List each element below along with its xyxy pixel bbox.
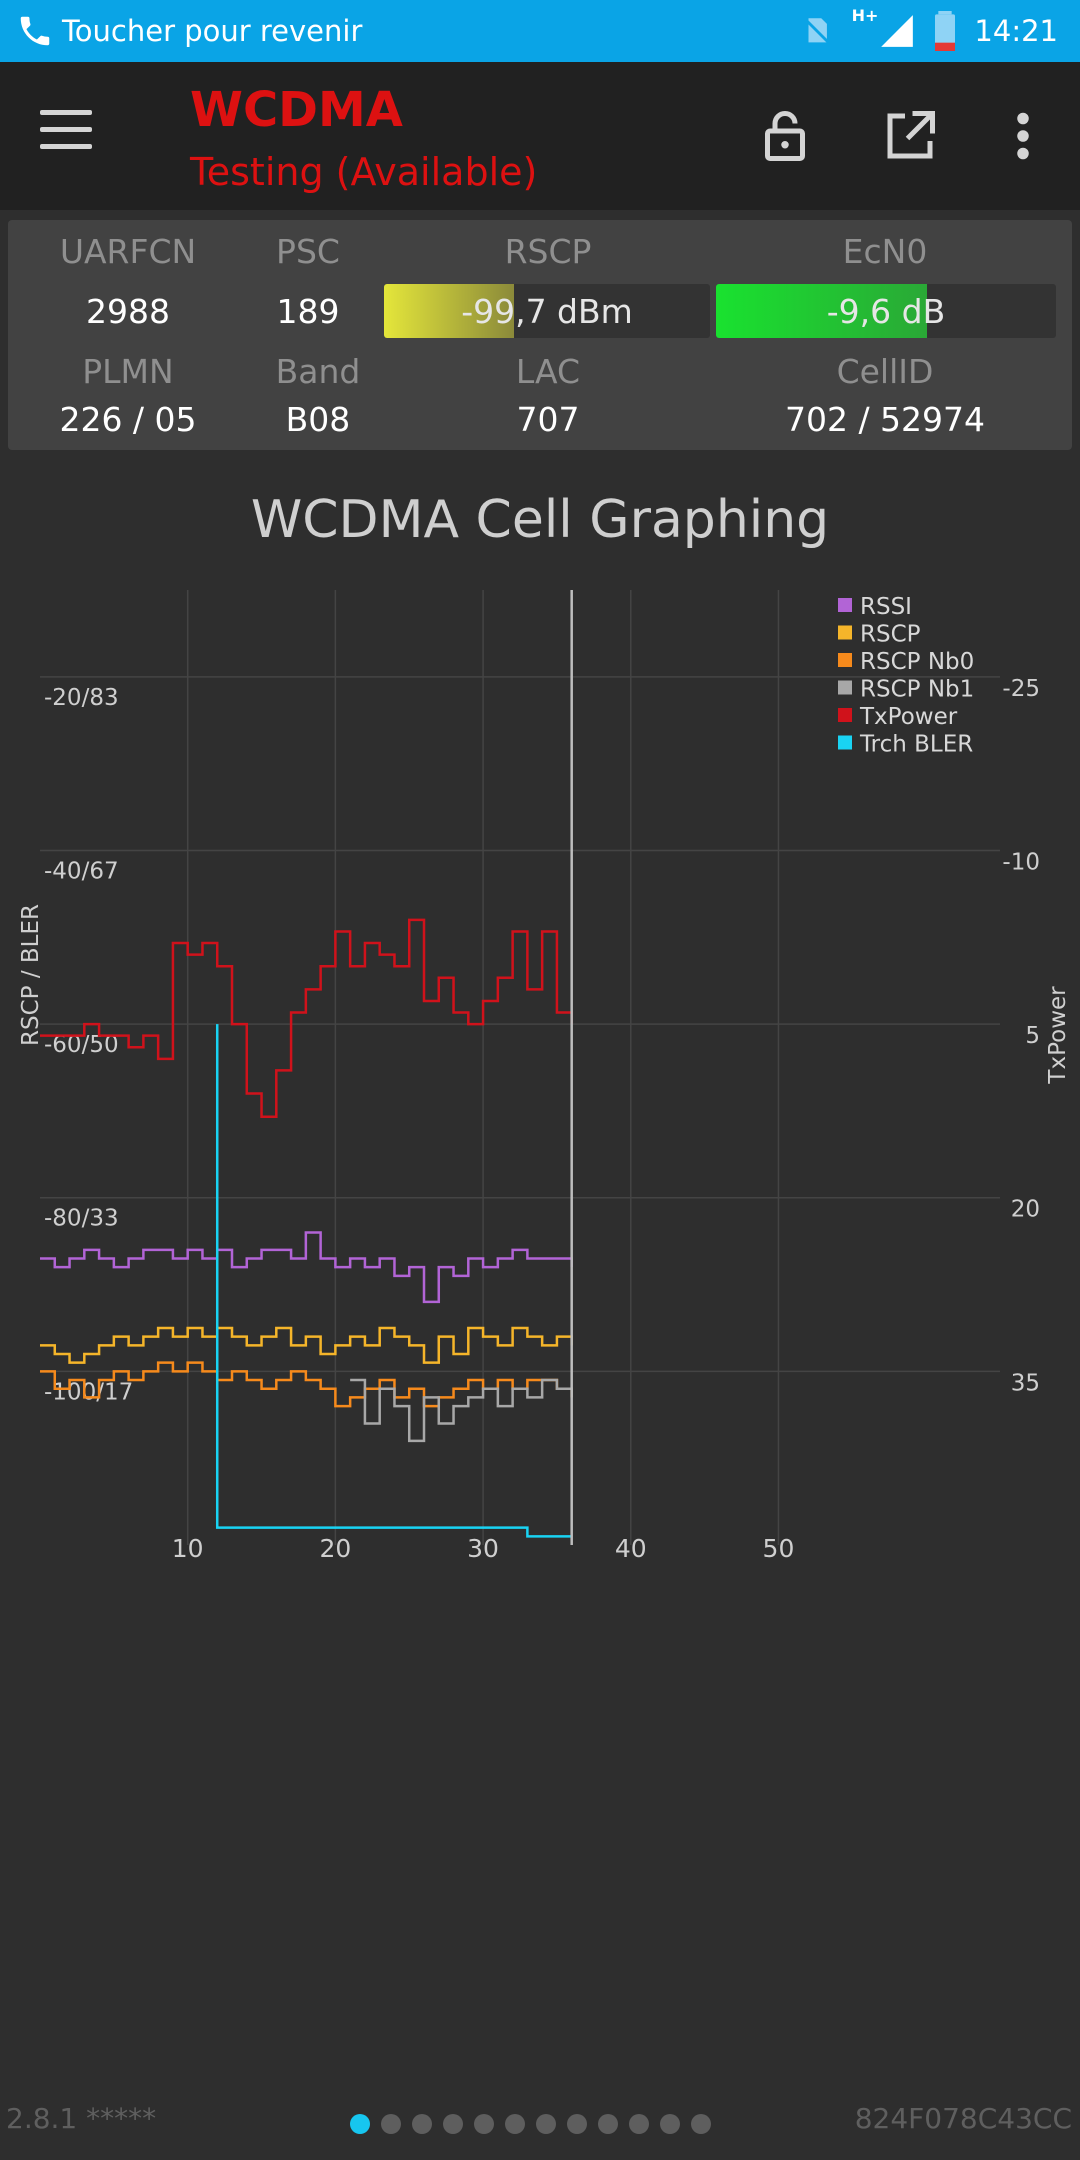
lac-value: 707: [516, 400, 580, 439]
y2-tick-label: -25: [1002, 676, 1040, 702]
y-tick-label: -40/67: [44, 858, 119, 884]
y2-tick-label: -10: [1002, 849, 1040, 875]
uarfcn-value: 2988: [86, 292, 170, 331]
cell-graph[interactable]: 10 20 30 40 50-20/83-40/67-60/50-80/33-100/1…: [0, 580, 1080, 1580]
series-line-rscp-nb0: [40, 1361, 573, 1408]
page-dot[interactable]: [598, 2114, 618, 2134]
x-tick-label: 50: [763, 1534, 795, 1563]
series-line-rssi: [40, 1231, 573, 1304]
open-external-icon[interactable]: [880, 106, 940, 166]
x-tick-label: 10: [172, 1534, 204, 1563]
ecn0-value: -9,6 dB: [826, 291, 946, 331]
x-tick-label: 20: [319, 1534, 351, 1563]
legend-item: RSCP: [860, 622, 921, 648]
page-dot[interactable]: [505, 2114, 525, 2134]
page-dot[interactable]: [567, 2114, 587, 2134]
plmn-value: 226 / 05: [59, 400, 197, 439]
y2-tick-label: 5: [1025, 1023, 1040, 1049]
ecn0-meter: -9,6 dB: [716, 284, 1056, 338]
call-return-text[interactable]: Toucher pour revenir: [62, 14, 363, 48]
series-line-rscp: [40, 1326, 573, 1364]
page-dot[interactable]: [443, 2114, 463, 2134]
rscp-label: RSCP: [504, 232, 592, 271]
page-dot[interactable]: [691, 2114, 711, 2134]
no-sim-icon: [802, 17, 831, 45]
legend-swatch: [838, 625, 852, 640]
band-value: B08: [285, 400, 351, 439]
lock-open-icon[interactable]: [755, 106, 815, 166]
legend-swatch: [838, 680, 852, 695]
page-dot[interactable]: [350, 2114, 370, 2134]
uarfcn-label: UARFCN: [59, 232, 197, 271]
version-label: 2.8.1 *****: [6, 2102, 157, 2135]
legend-item: RSCP Nb1: [860, 677, 974, 703]
legend-item: RSSI: [860, 594, 912, 620]
lac-label: LAC: [515, 352, 581, 391]
app-toolbar: WCDMA Testing (Available): [0, 62, 1080, 210]
menu-icon[interactable]: [40, 110, 92, 152]
page-dot[interactable]: [474, 2114, 494, 2134]
page-dot[interactable]: [536, 2114, 556, 2134]
page-title: WCDMA: [190, 82, 403, 138]
ecn0-label: EcN0: [842, 232, 928, 271]
y-tick-label: -20/83: [44, 685, 119, 711]
legend-swatch: [838, 708, 852, 722]
y-axis-title: RSCP / BLER: [18, 904, 44, 1046]
x-tick-label: 40: [615, 1534, 647, 1563]
rscp-value: -99,7 dBm: [461, 291, 633, 331]
page-subtitle: Testing (Available): [190, 150, 538, 194]
x-tick-label: 30: [467, 1534, 499, 1563]
series-line-rscp-nb1: [350, 1378, 573, 1443]
clock: 14:21: [974, 14, 1058, 48]
band-label: Band: [275, 352, 361, 391]
status-bar[interactable]: Toucher pour revenir H+ 14:21: [0, 0, 1080, 62]
cell-info-panel: UARFCN PSC RSCP EcN0 2988 189 -99,7 dBm …: [8, 220, 1072, 450]
series-line-txpower: [40, 918, 573, 1118]
y2-axis-title: TxPower: [1045, 986, 1071, 1085]
battery-icon: [935, 11, 956, 51]
legend-item: TxPower: [859, 704, 958, 730]
series-line-trch-bler: [215, 1024, 572, 1538]
psc-value: 189: [276, 292, 340, 331]
ecn0-meter-fill: [716, 284, 927, 338]
page-indicator[interactable]: [350, 2114, 711, 2134]
cellid-label: CellID: [836, 352, 934, 391]
page-dot[interactable]: [660, 2114, 680, 2134]
cellid-value: 702 / 52974: [784, 400, 986, 439]
y-tick-label: -80/33: [44, 1206, 119, 1232]
more-vert-icon[interactable]: [1000, 106, 1046, 166]
psc-label: PSC: [276, 232, 340, 271]
page-dot[interactable]: [412, 2114, 432, 2134]
rscp-meter: -99,7 dBm: [384, 284, 710, 338]
legend-swatch: [838, 598, 852, 612]
y-tick-label: -100/17: [44, 1379, 133, 1405]
signal-icon: [881, 15, 914, 47]
legend-swatch: [838, 735, 852, 750]
device-id: 824F078C43CC: [854, 2102, 1072, 2135]
phone-icon: [20, 16, 50, 46]
page-dot[interactable]: [381, 2114, 401, 2134]
page-dot[interactable]: [629, 2114, 649, 2134]
plmn-label: PLMN: [82, 352, 174, 391]
legend-item: Trch BLER: [859, 732, 973, 758]
legend-item: RSCP Nb0: [860, 649, 974, 675]
rscp-meter-fill: [384, 284, 515, 338]
network-type: H+: [851, 6, 879, 25]
y2-tick-label: 20: [1011, 1197, 1040, 1223]
chart-title: WCDMA Cell Graphing: [250, 490, 830, 550]
y2-tick-label: 35: [1011, 1370, 1040, 1396]
legend-swatch: [838, 653, 852, 667]
